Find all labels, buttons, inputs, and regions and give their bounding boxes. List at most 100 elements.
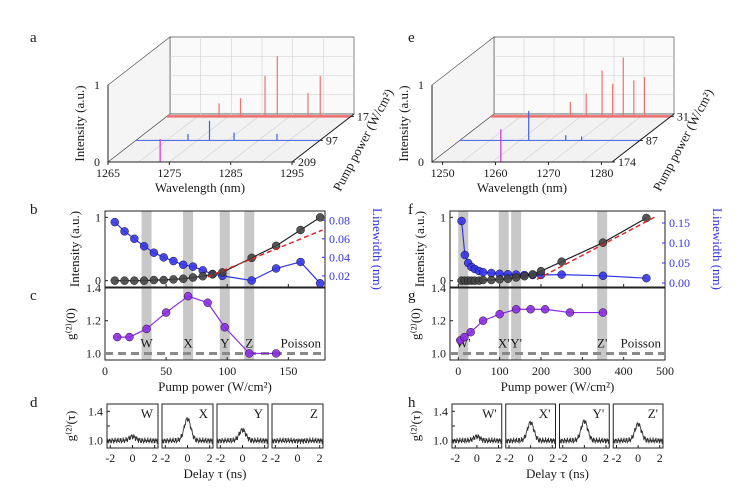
highlight-bar [498,288,509,360]
g2-point [203,298,212,307]
x-tick-label: 1270 [536,166,560,180]
linewidth-point [460,250,470,260]
y2-axis-label: Linewidth (nm) [710,208,725,290]
g2-point [113,332,122,342]
x-axis-label: Wavelength (nm) [477,180,567,195]
plot-frame [104,210,326,288]
pump-power-tick: 174 [618,155,636,169]
x-tick-label: 0 [295,451,301,465]
y-tick-label: 1.0 [433,434,448,448]
linewidth-point [130,234,139,244]
depth-axis [291,113,355,163]
state-label: X [183,335,193,350]
linewidth-point [188,262,198,271]
y-tick-label: 1.4 [431,281,446,295]
x-tick-label: 2 [207,451,213,465]
y-axis-label: g⁽²⁾(τ) [408,411,423,442]
pump-power-tick: 31 [677,109,689,123]
panel-h: W' -2 0 2 1.0 1.4 X' -2 0 2 Y' -2 0 2 Z' -2 0 2 g⁽²⁾(τ) Del… [408,403,664,481]
plot-root: 17 97 209 1265 1275 1285 1295 0 1 Wavelength (nm)… [63,36,725,481]
highlight-bar [597,288,608,360]
intensity-point [511,273,521,282]
linewidth-point [169,256,178,266]
x-tick-label: 0 [130,451,136,465]
linewidth-point [271,264,281,273]
floor-grid-line [261,113,324,163]
highlight-bar [183,288,194,360]
linewidth-point [120,227,129,236]
y2-tick-label: 0.08 [329,213,350,227]
g2-point [271,349,281,358]
intensity-point [110,276,119,285]
x-axis-label: Delay τ (ns) [184,466,247,481]
panel-letter-h: h [408,395,416,411]
y-tick-label: 0 [440,274,446,288]
depth-axis [611,113,675,163]
linear-fit [207,229,323,278]
plot-frame [449,287,666,361]
linewidth-point [296,257,305,267]
g2-point [466,327,475,337]
poisson-label: Poisson [621,335,662,350]
pump-power-tick: 97 [326,133,338,147]
g2tau-trace [106,433,159,445]
g2tau-trace [505,420,556,445]
panel-letter-g: g [408,288,416,304]
y-tick-label: 1 [440,210,446,224]
panel-e: 31 87 174 1250 1260 1270 1280 0 1 Wavelength (nm)… [396,36,716,195]
floor-grid-line [199,113,263,163]
x-tick-label: 200 [532,364,550,378]
x-tick-label: -2 [558,451,568,465]
g2-point [161,308,171,317]
g2tau-subplot-X: X -2 0 2 [160,403,214,465]
g2tau-trace [271,437,324,445]
linewidth-point [110,217,119,227]
g2tau-subplot-Y: Y -2 0 2 [215,403,269,465]
panel-c: 1.0 1.2 1.4 0 50 100 150 Poisson W X Y Zg⁽²⁾(0) Pump… [63,281,326,394]
x-tick-label: 1250 [431,166,455,180]
x-tick-label: 0 [581,451,587,465]
y-axis-label: Intensity (a.u.) [67,211,82,287]
y-tick-label: 1.4 [433,404,448,418]
intensity-point [478,275,488,285]
linewidth-point [487,268,496,278]
plot-frame [104,287,326,361]
panel-letter-c: c [30,288,37,304]
x-tick-label: 2 [496,451,502,465]
g2tau-trace [161,417,214,445]
x-tick-label: 0 [455,364,461,378]
x-tick-label: 2 [262,451,268,465]
floor-grid-line [551,113,615,163]
g2-point [511,305,521,314]
x-tick-label: 0 [474,451,480,465]
x-tick-label: -2 [611,451,621,465]
x-tick-label: 50 [160,364,172,378]
intensity-point [149,275,159,285]
highlight-bar [244,211,255,287]
g2-point [245,349,254,358]
state-label: Y [254,406,264,421]
intensity-point [159,275,168,285]
intensity-point [179,274,188,283]
panel-b: 0 1 0.02 0.04 0.06 0.08 Intensity (a.u.) Linewi… [67,208,385,290]
y-tick-label: 1 [95,210,101,224]
linewidth-point [159,253,168,262]
panel-g: 1.01.21.40100200300400500PoissonW'X'Y'Z'… [408,281,674,394]
panel-letter-e: e [408,30,415,46]
x-tick-label: 1295 [280,166,304,180]
g2tau-trace [559,419,610,445]
x-tick-label: 0 [635,451,641,465]
y-tick-label: 1.0 [88,434,103,448]
intensity-point [130,276,139,285]
x-axis-label: Pump power (W/cm²) [158,379,272,394]
x-tick-label: 1260 [484,166,508,180]
floor-grid-line [491,113,555,163]
linewidth-point [478,268,488,277]
state-label: Y' [510,335,522,350]
y-axis-label: g⁽²⁾(τ) [63,411,78,442]
linewidth-line [114,221,321,284]
x-axis-label: Pump power (W/cm²) [501,379,615,394]
linewidth-point [139,242,149,251]
state-label: W' [482,406,497,421]
floor-grid-line [581,113,645,163]
